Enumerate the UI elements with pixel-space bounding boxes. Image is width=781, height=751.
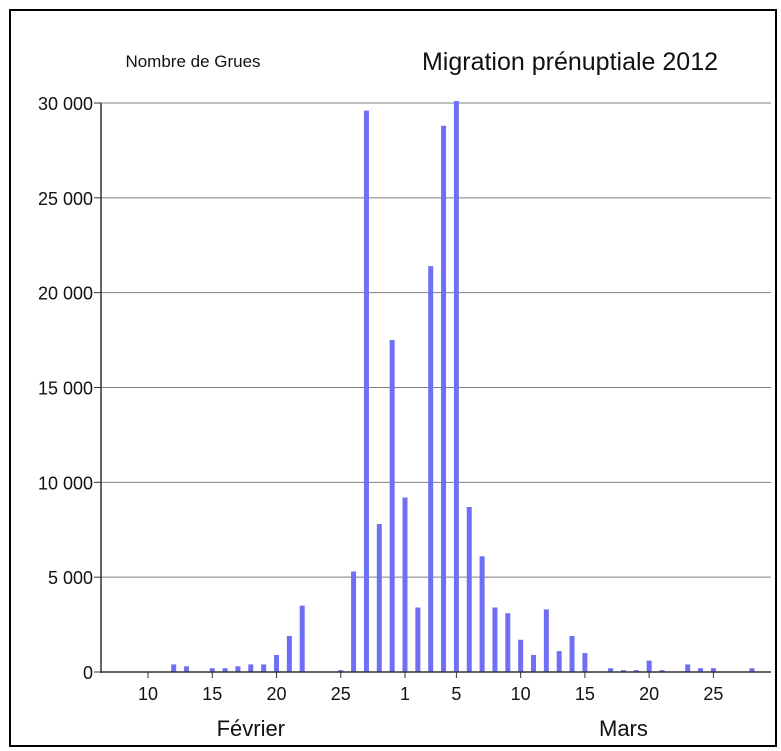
- x-tick-labels: 10 15 20 25 1 5 10 15 20 25: [138, 684, 723, 704]
- bars: [171, 101, 755, 672]
- bar: [582, 653, 588, 672]
- x-tick-label: 5: [451, 684, 461, 704]
- bar: [286, 635, 292, 672]
- bar: [261, 664, 267, 672]
- bar: [453, 101, 459, 672]
- chart-title: Migration prénuptiale 2012: [422, 48, 718, 76]
- bar: [749, 668, 755, 672]
- bar: [479, 556, 485, 672]
- x-tick-label: 25: [703, 684, 723, 704]
- bar: [569, 635, 575, 672]
- y-tick-labels: 0 5 000 10 000 15 000 20 000 25 000 30 000: [38, 94, 93, 683]
- bar: [184, 666, 190, 672]
- x-tick-label: 10: [511, 684, 531, 704]
- month-label: Février: [217, 716, 285, 741]
- bar: [608, 668, 614, 672]
- bar: [441, 125, 447, 672]
- bar: [633, 670, 639, 672]
- bar: [531, 654, 536, 672]
- month-label: Mars: [599, 716, 648, 741]
- bar: [698, 668, 704, 672]
- bar: [351, 571, 357, 672]
- y-tick-label: 20 000: [38, 284, 93, 304]
- bar: [685, 664, 691, 672]
- bar: [402, 497, 408, 672]
- bar: [620, 670, 626, 672]
- bar: [389, 340, 395, 672]
- bar: [492, 607, 498, 672]
- bar: [376, 524, 382, 672]
- y-axis-title: Nombre de Grues: [125, 52, 260, 71]
- bar: [556, 651, 562, 672]
- bar: [710, 668, 716, 672]
- bar: [274, 654, 279, 672]
- y-tick-label: 15 000: [38, 379, 93, 399]
- x-tick-label: 10: [138, 684, 158, 704]
- bar: [466, 506, 472, 672]
- bar: [235, 666, 241, 672]
- bar: [299, 605, 305, 672]
- x-tick-label: 15: [575, 684, 595, 704]
- bar: [171, 664, 177, 672]
- y-tick-label: 0: [83, 663, 93, 683]
- bar: [363, 110, 369, 672]
- bar: [209, 668, 215, 672]
- month-labels: Février Mars: [217, 716, 648, 741]
- bar: [428, 266, 434, 672]
- axes: [94, 102, 771, 678]
- bar: [543, 609, 549, 672]
- x-tick-label: 1: [400, 684, 410, 704]
- bar: [505, 613, 511, 672]
- x-tick-label: 15: [202, 684, 222, 704]
- bar: [659, 670, 665, 672]
- gridlines: [101, 102, 771, 578]
- bar: [248, 664, 254, 672]
- bar: [338, 670, 344, 672]
- bar: [646, 660, 652, 672]
- bar: [415, 607, 421, 672]
- x-tick-label: 20: [266, 684, 286, 704]
- y-tick-label: 30 000: [38, 94, 93, 114]
- x-tick-label: 25: [331, 684, 351, 704]
- bar: [222, 668, 228, 672]
- y-tick-label: 25 000: [38, 189, 93, 209]
- bar: [518, 639, 524, 672]
- x-tick-label: 20: [639, 684, 659, 704]
- y-tick-label: 5 000: [48, 568, 93, 588]
- y-tick-label: 10 000: [38, 473, 93, 493]
